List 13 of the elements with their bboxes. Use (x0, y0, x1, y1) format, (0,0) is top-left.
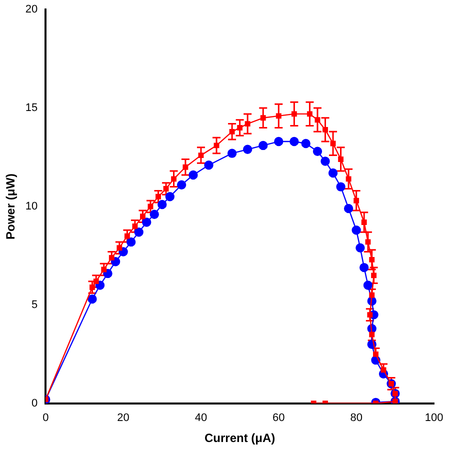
y-tick-label: 0 (32, 397, 38, 410)
y-axis-title: Power (μW) (4, 173, 18, 240)
y-tick-label: 5 (32, 298, 38, 311)
x-tick-label: 40 (194, 412, 208, 424)
x-tick-label: 80 (350, 412, 362, 424)
y-tick-label: 20 (25, 4, 38, 16)
x-tick-label: 0 (42, 412, 49, 424)
x-tick-label: 20 (117, 412, 130, 424)
y-tick-label: 15 (25, 102, 38, 114)
x-tick-label: 100 (424, 412, 444, 424)
x-axis-title: Current (μA) (204, 431, 276, 446)
y-tick-label: 10 (25, 200, 38, 213)
x-tick-label: 60 (272, 412, 285, 424)
